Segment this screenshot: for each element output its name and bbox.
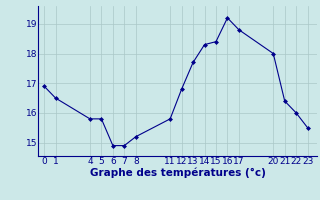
X-axis label: Graphe des températures (°c): Graphe des températures (°c) — [90, 167, 266, 178]
